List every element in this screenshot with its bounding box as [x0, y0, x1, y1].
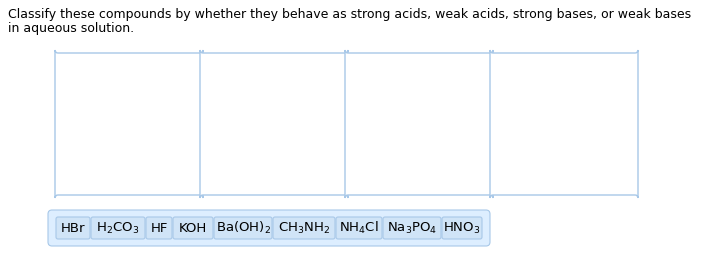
Text: HF: HF	[150, 222, 167, 234]
FancyBboxPatch shape	[490, 50, 638, 198]
Text: HBr: HBr	[60, 222, 85, 234]
Text: KOH: KOH	[179, 222, 207, 234]
FancyBboxPatch shape	[336, 217, 382, 239]
Text: Na$_3$PO$_4$: Na$_3$PO$_4$	[387, 221, 437, 236]
Text: H$_2$CO$_3$: H$_2$CO$_3$	[96, 221, 140, 236]
FancyBboxPatch shape	[214, 217, 272, 239]
FancyBboxPatch shape	[91, 217, 145, 239]
Text: Ba(OH)$_2$: Ba(OH)$_2$	[215, 220, 271, 236]
FancyBboxPatch shape	[173, 217, 213, 239]
FancyBboxPatch shape	[442, 217, 482, 239]
FancyBboxPatch shape	[56, 217, 90, 239]
Text: HNO$_3$: HNO$_3$	[443, 221, 480, 236]
FancyBboxPatch shape	[200, 50, 348, 198]
Text: in aqueous solution.: in aqueous solution.	[8, 22, 134, 35]
FancyBboxPatch shape	[146, 217, 172, 239]
Text: Classify these compounds by whether they behave as strong acids, weak acids, str: Classify these compounds by whether they…	[8, 8, 691, 21]
FancyBboxPatch shape	[48, 210, 490, 246]
Text: CH$_3$NH$_2$: CH$_3$NH$_2$	[278, 221, 330, 236]
FancyBboxPatch shape	[55, 50, 203, 198]
FancyBboxPatch shape	[345, 50, 493, 198]
FancyBboxPatch shape	[273, 217, 335, 239]
Text: NH$_4$Cl: NH$_4$Cl	[339, 220, 379, 236]
FancyBboxPatch shape	[383, 217, 441, 239]
